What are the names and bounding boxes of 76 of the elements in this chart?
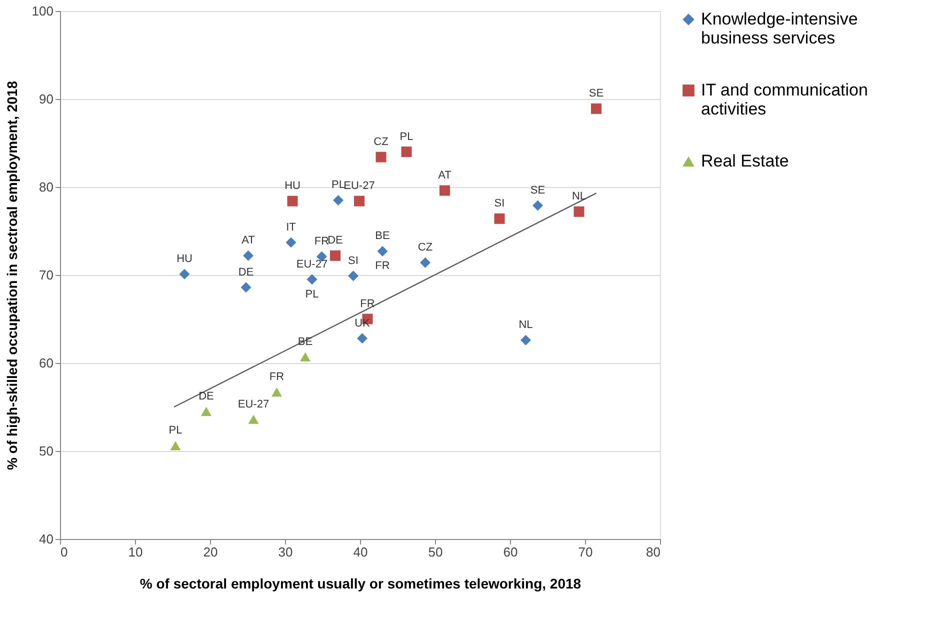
annotation: FR bbox=[269, 371, 284, 384]
annotation: SI bbox=[494, 198, 505, 210]
point bbox=[420, 257, 430, 268]
annotation: CZ bbox=[418, 242, 433, 254]
annotation: PL bbox=[305, 288, 319, 300]
x-tick-label: 30 bbox=[278, 544, 293, 560]
annotation: EU-27 bbox=[238, 398, 270, 410]
point bbox=[440, 185, 450, 196]
y-tick-label: 100 bbox=[32, 4, 54, 18]
annotation: EU-27 bbox=[296, 258, 328, 270]
annotation: PL bbox=[332, 179, 345, 192]
annotation: HU bbox=[284, 180, 300, 192]
x-tick-label: 50 bbox=[428, 544, 443, 560]
legend-label: IT and communication activities bbox=[701, 80, 868, 118]
annotation: SE bbox=[588, 88, 604, 100]
point bbox=[287, 196, 298, 206]
annotation: AT bbox=[242, 234, 256, 247]
point bbox=[248, 414, 259, 424]
y-tick-label: 60 bbox=[39, 356, 54, 370]
x-tick-label: 0 bbox=[60, 544, 68, 560]
annotation: FR bbox=[360, 298, 375, 310]
annotation: IT bbox=[286, 221, 296, 234]
point bbox=[354, 196, 364, 206]
annotation: PL bbox=[400, 130, 414, 143]
y-tick-label: 80 bbox=[39, 180, 54, 194]
point bbox=[520, 334, 531, 346]
point bbox=[170, 441, 181, 450]
point bbox=[306, 274, 318, 285]
annotation: CZ bbox=[374, 136, 389, 148]
point bbox=[357, 333, 368, 344]
point bbox=[348, 270, 358, 282]
annotation: SE bbox=[530, 184, 546, 196]
point bbox=[377, 246, 388, 256]
annotation: NL bbox=[518, 319, 533, 332]
x-tick-label: 40 bbox=[353, 544, 368, 560]
point bbox=[272, 388, 282, 397]
annotation: UK bbox=[354, 317, 371, 330]
point bbox=[300, 352, 310, 362]
x-axis-title: % of sectoral employment usually or sometimes teleworking, 2018 bbox=[140, 576, 582, 592]
point bbox=[179, 268, 190, 280]
x-tick-label: 60 bbox=[503, 544, 518, 560]
point bbox=[243, 250, 254, 261]
annotation: AT bbox=[438, 170, 452, 182]
point bbox=[333, 194, 344, 206]
y-tick-label: 50 bbox=[39, 444, 54, 458]
y-axis-title: % of high-skilled occupation in sectroal employment, 2018 bbox=[4, 80, 20, 470]
point bbox=[401, 146, 412, 158]
annotation: DE bbox=[198, 390, 214, 402]
y-tick-label: 70 bbox=[39, 268, 54, 282]
point bbox=[240, 282, 252, 293]
x-tick-label: 80 bbox=[646, 544, 660, 560]
annotation: EU-27 bbox=[344, 180, 375, 192]
point bbox=[376, 152, 386, 162]
point bbox=[201, 406, 212, 416]
point bbox=[286, 237, 296, 248]
annotation: DE bbox=[238, 266, 254, 278]
annotation: PL bbox=[168, 424, 182, 437]
point bbox=[532, 200, 543, 211]
annotation: BE bbox=[375, 230, 390, 242]
legend-label: Knowledge-intensive business services bbox=[701, 10, 858, 48]
legend-label: Real Estate bbox=[701, 152, 789, 170]
x-tick-label: 20 bbox=[203, 544, 218, 560]
point bbox=[591, 103, 602, 114]
annotation: SI bbox=[348, 254, 358, 267]
annotation: FR bbox=[375, 260, 390, 272]
annotation: NL bbox=[572, 190, 586, 203]
point bbox=[330, 250, 340, 261]
y-tick-label: 90 bbox=[39, 92, 54, 106]
annotation: DE bbox=[328, 234, 343, 247]
x-tick-label: 70 bbox=[578, 544, 593, 560]
point bbox=[574, 206, 584, 217]
x-tick-label: 10 bbox=[128, 544, 143, 560]
y-tick-label: 40 bbox=[39, 532, 54, 546]
point bbox=[494, 213, 505, 224]
annotation: FR bbox=[314, 236, 330, 248]
annotation: HU bbox=[176, 253, 192, 266]
